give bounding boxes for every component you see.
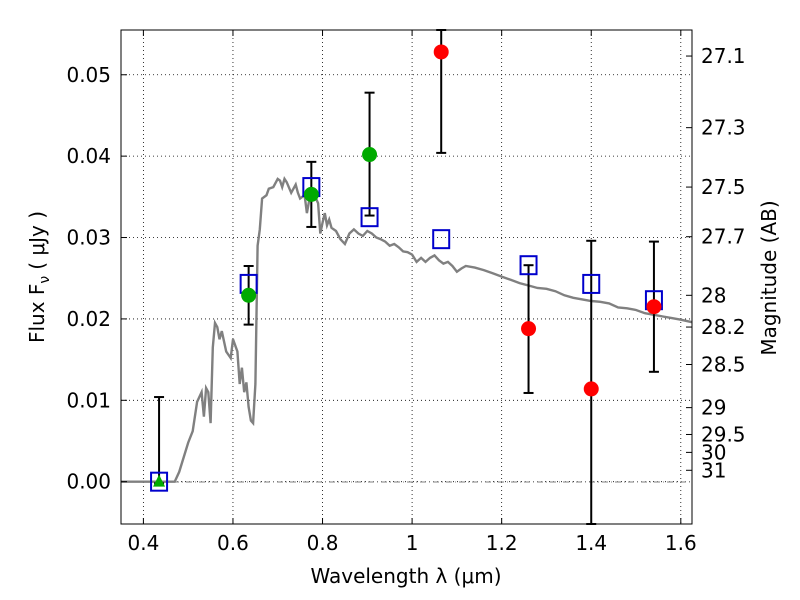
observed-point — [521, 321, 537, 337]
y-tick-label: 0.04 — [66, 144, 111, 168]
right-axis-label: Magnitude (AB) — [757, 200, 781, 355]
model-photometry-boxes — [150, 177, 663, 492]
y-tick-label: 0.05 — [66, 63, 111, 87]
y-tick-label: 0.02 — [66, 307, 111, 331]
x-tick-label: 0.8 — [307, 531, 339, 555]
x-tick-label: 0.4 — [127, 531, 159, 555]
observed-point — [303, 186, 319, 202]
y-axis-label-unit: ( μJy ) — [25, 211, 49, 270]
right-tick-label: 28.2 — [701, 315, 746, 339]
y-tick-label: 0.03 — [66, 226, 111, 250]
right-tick-label: 28 — [701, 283, 726, 307]
observed-point — [646, 299, 662, 315]
y-axis-label-main: Flux F — [25, 284, 49, 343]
grid-lines — [121, 30, 692, 524]
x-axis-label: Wavelength λ (μm) — [310, 564, 501, 588]
observed-point — [433, 44, 449, 60]
right-tick-label: 27.7 — [701, 225, 746, 249]
right-tick-label: 27.3 — [701, 116, 746, 140]
plot-frame — [120, 29, 693, 525]
model-box — [150, 471, 169, 492]
axis-ticks: 0.4 0.6 0.8 1 1.2 1.4 1.6 0.00 0.01 0.02 0.03 0.04 0… — [66, 30, 746, 555]
right-tick-label: 27.1 — [701, 44, 746, 68]
observed-point — [241, 287, 257, 303]
x-tick-label: 1 — [406, 531, 419, 555]
right-tick-label: 29.5 — [701, 422, 746, 446]
observed-points — [153, 44, 662, 487]
y-tick-label: 0.01 — [66, 388, 111, 412]
x-tick-label: 1.6 — [665, 531, 697, 555]
observed-point — [362, 147, 378, 163]
x-tick-label: 1.2 — [486, 531, 518, 555]
y-axis-label-sub: ν — [37, 276, 53, 284]
observed-triangle — [153, 474, 166, 487]
model-box — [519, 255, 538, 276]
model-box — [582, 273, 601, 294]
right-tick-label: 31 — [701, 458, 726, 482]
model-spectrum-line — [121, 176, 693, 483]
right-tick-label: 27.5 — [701, 175, 746, 199]
right-tick-label: 30 — [701, 440, 726, 464]
model-box — [360, 207, 379, 228]
x-tick-label: 1.4 — [575, 531, 607, 555]
model-box — [432, 229, 451, 250]
y-tick-label: 0.00 — [66, 470, 111, 494]
right-tick-label: 29 — [701, 396, 726, 420]
y-axis-label: Flux Fν ( μJy ) — [25, 211, 53, 343]
observed-point — [583, 381, 599, 397]
right-tick-label: 28.5 — [701, 352, 746, 376]
x-tick-label: 0.6 — [217, 531, 249, 555]
